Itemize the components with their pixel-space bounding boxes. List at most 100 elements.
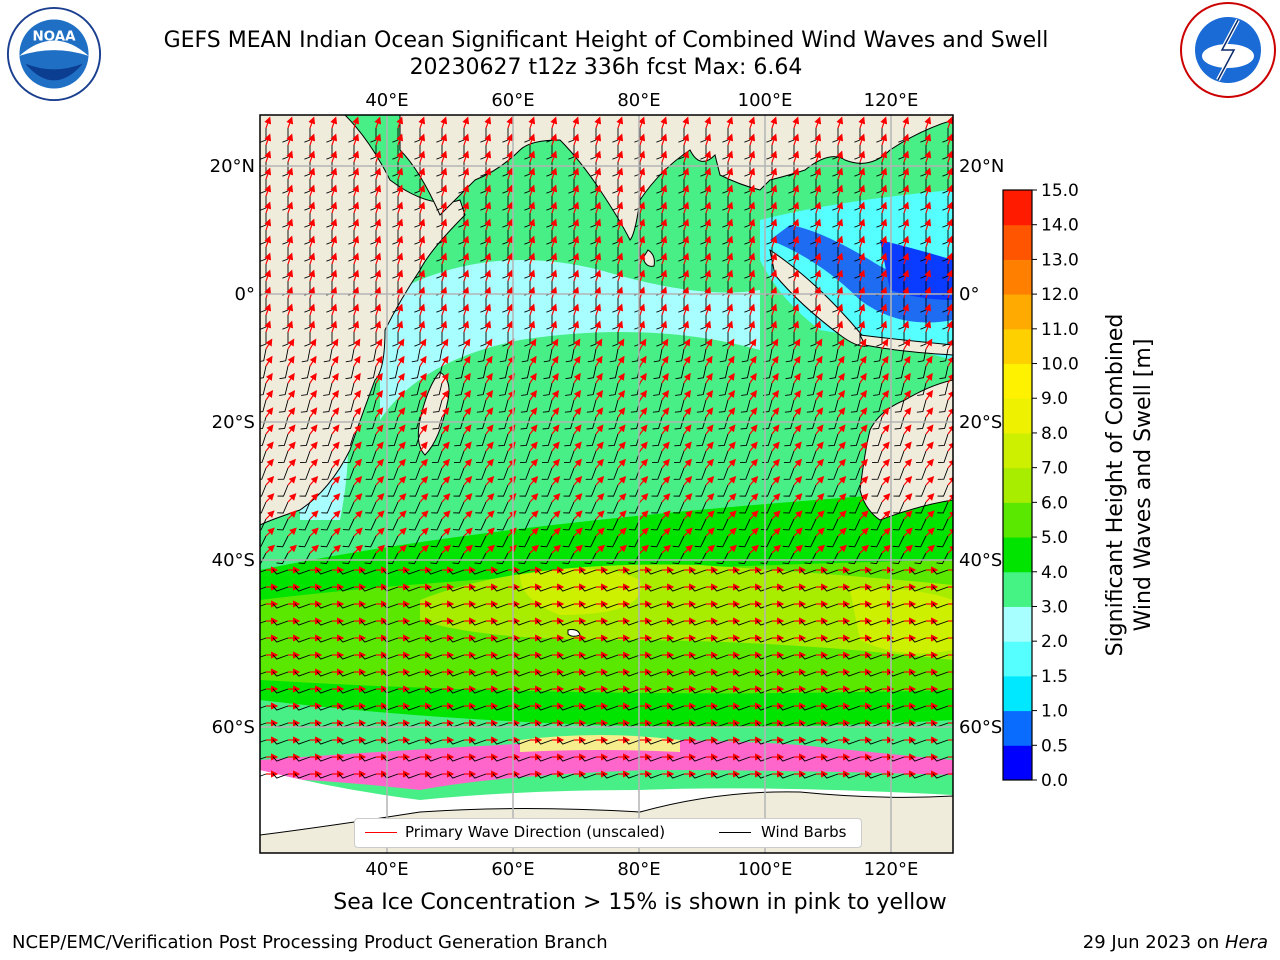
wave-direction-arrow (440, 252, 448, 265)
wave-direction-arrow (814, 303, 822, 316)
wave-direction-arrow (661, 355, 669, 367)
wave-direction-arrow (660, 303, 668, 316)
wind-barb (454, 433, 465, 447)
wave-direction-arrow (506, 167, 514, 180)
wave-direction-arrow (925, 372, 933, 384)
wave-direction-arrow (550, 269, 558, 282)
wave-direction-arrow (374, 269, 382, 282)
wave-direction-arrow (660, 252, 668, 265)
wave-direction-arrow (308, 201, 316, 214)
wind-barb (520, 399, 531, 413)
wave-direction-arrow (286, 235, 294, 248)
wave-direction-arrow (858, 303, 866, 316)
wave-direction-arrow (946, 218, 953, 231)
wind-barb (278, 399, 289, 413)
wave-direction-arrow (550, 116, 558, 129)
legend: Primary Wave Direction (unscaled) Wind B… (354, 818, 862, 848)
wave-direction-arrow (704, 235, 712, 248)
wave-direction-arrow (308, 320, 316, 333)
wave-direction-arrow (440, 201, 448, 214)
wave-direction-arrow (264, 218, 272, 231)
wind-barb (433, 348, 443, 363)
wind-barb (432, 399, 443, 413)
wave-direction-arrow (792, 167, 800, 180)
wave-direction-arrow (573, 338, 581, 350)
wave-direction-arrow (639, 407, 648, 418)
wave-direction-arrow (924, 235, 932, 248)
colorbar-tick-label: 15.0 (1041, 181, 1079, 201)
wind-barb (477, 365, 487, 380)
wave-direction-arrow (815, 390, 824, 401)
colorbar-tick-label: 14.0 (1041, 216, 1079, 236)
wave-direction-arrow (529, 338, 537, 350)
wind-barb (301, 382, 311, 396)
wave-direction-arrow (309, 390, 318, 401)
wind-barb (323, 382, 333, 396)
wind-barb (344, 416, 355, 430)
wave-direction-arrow (836, 167, 844, 180)
wind-barb (675, 365, 685, 380)
wave-direction-arrow (792, 235, 800, 248)
wave-direction-arrow (594, 167, 602, 180)
wind-barb (499, 348, 509, 363)
wave-direction-arrow (572, 320, 580, 333)
wind-barb (301, 348, 311, 363)
wind-barb (411, 382, 421, 396)
wave-direction-arrow (617, 355, 625, 367)
wave-direction-arrow (484, 218, 492, 231)
wave-direction-arrow (836, 286, 844, 299)
wave-direction-arrow (330, 269, 338, 282)
wave-direction-arrow (704, 320, 712, 333)
wind-barb (894, 416, 905, 430)
wave-direction-arrow (858, 116, 866, 129)
wave-direction-arrow (704, 150, 712, 163)
wave-direction-arrow (638, 167, 646, 180)
wave-direction-arrow (682, 116, 690, 129)
wave-direction-arrow (352, 133, 360, 146)
wave-direction-arrow (594, 150, 602, 163)
wave-direction-arrow (881, 390, 890, 401)
wave-direction-arrow (594, 269, 602, 282)
wave-direction-arrow (264, 303, 272, 316)
wave-direction-arrow (924, 150, 932, 163)
wind-barb (345, 348, 355, 363)
wave-direction-arrow (529, 390, 538, 401)
wind-barb (895, 348, 905, 363)
wave-direction-arrow (286, 150, 294, 163)
colorbar-tick-label: 12.0 (1041, 285, 1079, 305)
wave-direction-arrow (572, 235, 580, 248)
wave-direction-arrow (418, 201, 426, 214)
wave-direction-arrow (374, 303, 382, 316)
wave-direction-arrow (331, 372, 339, 384)
wave-direction-arrow (265, 407, 274, 418)
wind-barb (609, 382, 619, 396)
wind-barb (279, 382, 289, 396)
wave-direction-arrow (946, 184, 953, 197)
wave-direction-arrow (946, 150, 953, 163)
wave-direction-arrow (946, 201, 953, 214)
wind-barb (455, 348, 465, 363)
wave-direction-arrow (880, 116, 888, 129)
wave-direction-arrow (881, 407, 890, 418)
wave-direction-arrow (726, 235, 734, 248)
wave-direction-arrow (594, 201, 602, 214)
wave-direction-arrow (264, 320, 272, 333)
wave-direction-arrow (265, 424, 274, 435)
wave-direction-arrow (616, 133, 624, 146)
wave-direction-arrow (727, 355, 735, 367)
wave-direction-arrow (858, 286, 866, 299)
wave-direction-arrow (880, 252, 888, 265)
wind-barb (697, 382, 707, 396)
wave-direction-arrow (572, 184, 580, 197)
wind-barb (872, 416, 883, 430)
wave-direction-arrow (902, 320, 910, 333)
wave-direction-arrow (375, 355, 383, 367)
wave-direction-arrow (792, 269, 800, 282)
wave-direction-arrow (286, 320, 294, 333)
wave-direction-arrow (924, 167, 932, 180)
wave-direction-arrow (418, 320, 426, 333)
wave-height-region-calmest (880, 240, 953, 300)
wave-direction-arrow (595, 407, 604, 418)
wave-direction-arrow (462, 235, 470, 248)
wave-direction-arrow (550, 133, 558, 146)
